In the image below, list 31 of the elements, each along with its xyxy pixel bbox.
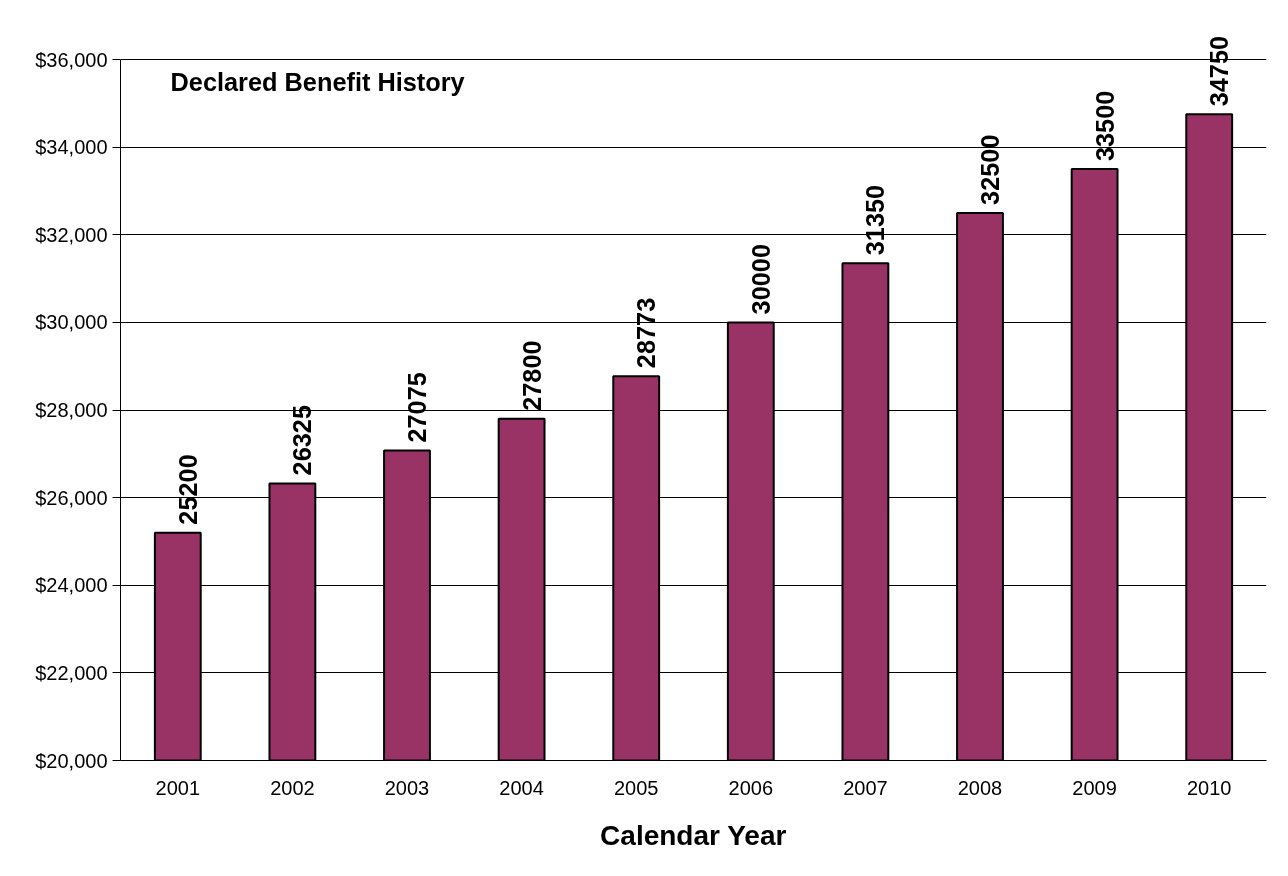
y-tick-label: $22,000 [35,661,108,684]
data-label: 25200 [173,454,202,525]
data-label: 32500 [976,134,1004,205]
x-axis-title: Calendar Year [600,819,787,851]
x-tick-label: 2004 [499,776,544,799]
data-label: 30000 [746,243,775,315]
x-tick-label: 2003 [384,776,430,799]
x-tick-label: 2008 [957,776,1003,799]
chart-title: Declared Benefit History [170,67,465,96]
x-tick-label: 2010 [1186,776,1232,799]
data-label: 28773 [632,297,661,369]
y-tick-label: $30,000 [35,311,108,334]
data-label: 33500 [1090,90,1119,162]
y-tick-label: $20,000 [35,749,108,772]
x-tick-label: 2002 [270,776,315,799]
x-tick-label: 2007 [843,776,888,799]
x-tick-label: 2001 [155,776,201,799]
data-label: 26325 [288,404,317,476]
data-label: 34750 [1205,35,1234,107]
x-tick-label: 2005 [613,776,659,799]
y-tick-label: $24,000 [35,574,108,597]
y-tick-label: $28,000 [35,399,108,422]
x-tick-label: 2006 [728,776,774,799]
y-tick-label: $32,000 [35,223,108,246]
data-label: 27800 [517,340,546,411]
x-tick-label: 2009 [1072,776,1117,799]
data-label: 27075 [403,372,431,443]
y-tick-label: $26,000 [35,486,108,509]
data-label: 31350 [861,184,890,256]
y-tick-label: $34,000 [35,136,108,159]
y-tick-label: $36,000 [35,48,108,71]
